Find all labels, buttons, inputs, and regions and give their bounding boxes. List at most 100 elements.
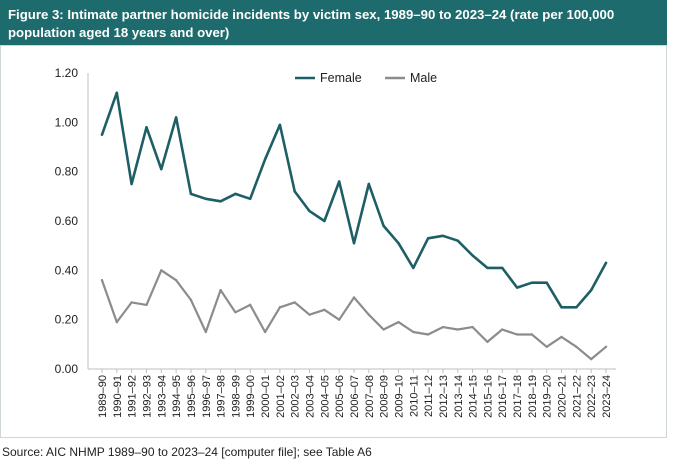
x-tick-label: 2012–13 [438, 375, 450, 418]
data-point-female [545, 281, 548, 284]
data-point-female [323, 219, 326, 223]
data-point-female [382, 224, 385, 228]
data-point-female [501, 266, 504, 270]
figure-title: Figure 3: Intimate partner homicide inci… [0, 0, 667, 45]
x-tick-label: 1991–92 [127, 375, 139, 418]
data-point-female [471, 254, 474, 257]
data-point-female [308, 209, 311, 213]
x-tick-label: 2022–23 [586, 375, 598, 418]
x-tick-label: 2007–08 [364, 375, 376, 418]
x-tick-label: 2001–02 [275, 375, 287, 418]
y-tick-label: 1.20 [55, 66, 79, 80]
data-point-female [530, 281, 534, 284]
data-point-male [382, 328, 385, 331]
x-tick-label: 1989–90 [97, 375, 109, 418]
x-tick-label: 2011–12 [423, 375, 435, 417]
data-point-female [575, 306, 578, 309]
x-tick-label: 2002–03 [290, 375, 302, 418]
data-point-male [293, 301, 296, 304]
data-point-male [560, 335, 563, 339]
x-tick-label: 1999–00 [245, 375, 257, 418]
data-point-male [278, 306, 282, 309]
data-point-male [530, 333, 534, 336]
data-point-female [249, 197, 252, 200]
data-point-female [486, 266, 489, 270]
x-tick-label: 1998–99 [230, 375, 242, 418]
data-point-male [441, 325, 445, 329]
x-tick-label: 2005–06 [334, 375, 346, 418]
data-point-female [160, 168, 163, 171]
data-point-male [397, 320, 400, 324]
x-tick-label: 2003–04 [305, 375, 317, 418]
data-point-male [456, 328, 459, 331]
data-point-male [471, 325, 474, 329]
x-axis: 1989–90 1990–91 1991–92 1992–93 1993–94 1994–… [88, 368, 616, 418]
data-point-male [412, 330, 415, 334]
data-point-male [367, 313, 371, 316]
x-tick-label: 1993–94 [156, 375, 168, 418]
x-tick-label: 2019–20 [542, 375, 554, 418]
data-point-male [234, 311, 237, 314]
data-point-male [515, 333, 519, 336]
y-tick-label: 0.80 [55, 165, 79, 179]
x-tick-label: 2000–01 [260, 375, 272, 418]
data-point-female [145, 126, 148, 129]
y-tick-label: 0.00 [55, 362, 79, 376]
data-point-female [515, 286, 519, 289]
x-tick-label: 2013–14 [453, 375, 465, 418]
data-point-male [575, 345, 578, 348]
x-tick-label: 2023–24 [601, 375, 613, 418]
x-tick-label: 1992–93 [141, 375, 153, 418]
data-point-female [293, 190, 296, 193]
y-axis: 0.00 0.20 0.40 0.60 0.80 1.00 1.20 [55, 66, 89, 376]
x-tick-label: 2020–21 [557, 375, 569, 418]
y-tick-label: 0.40 [55, 263, 79, 277]
x-tick-label: 2015–16 [482, 375, 494, 418]
data-point-female [412, 266, 415, 270]
data-point-male [604, 345, 608, 348]
source-note: Source: AIC NHMP 1989–90 to 2023–24 [com… [2, 445, 372, 459]
data-point-female [337, 180, 341, 183]
x-tick-label: 1997–98 [216, 375, 228, 418]
data-point-female [604, 261, 608, 265]
data-point-female [219, 200, 222, 203]
data-point-male [263, 330, 267, 334]
x-tick-label: 2009–10 [393, 375, 405, 418]
data-point-male [160, 269, 163, 272]
data-point-female [263, 158, 267, 161]
data-point-male [219, 288, 222, 292]
data-point-female [174, 116, 178, 119]
x-tick-label: 2018–19 [527, 375, 539, 418]
x-tick-label: 2014–15 [468, 375, 480, 418]
data-point-female [589, 288, 593, 292]
y-tick-label: 0.60 [55, 214, 79, 228]
legend-label-male: Male [410, 71, 437, 85]
data-point-female [130, 182, 133, 186]
x-tick-label: 2016–17 [497, 375, 509, 418]
data-point-male [337, 318, 341, 321]
data-point-male [130, 301, 133, 304]
data-point-female [456, 239, 459, 242]
data-point-male [589, 357, 593, 361]
data-point-male [204, 330, 207, 334]
data-point-female [426, 237, 430, 240]
x-tick-label: 2006–07 [349, 375, 361, 418]
x-tick-label: 2004–05 [319, 375, 331, 418]
data-point-male [100, 279, 104, 282]
legend-label-female: Female [320, 71, 362, 85]
y-tick-label: 0.20 [55, 313, 79, 327]
data-point-female [278, 123, 282, 127]
line-chart: 0.00 0.20 0.40 0.60 0.80 1.00 1.20 1989–90 1990… [55, 66, 616, 418]
data-point-male [352, 296, 356, 299]
x-tick-label: 1994–95 [171, 375, 183, 418]
x-tick-label: 2008–09 [379, 375, 391, 418]
data-point-female [560, 306, 563, 309]
data-point-female [189, 192, 193, 196]
data-point-male [501, 328, 504, 331]
legend: Female Male [295, 71, 437, 85]
data-point-female [204, 197, 207, 200]
x-tick-label: 1996–97 [201, 375, 213, 418]
data-point-female [441, 234, 445, 237]
x-tick-label: 2021–22 [571, 375, 583, 418]
data-point-male [323, 308, 326, 311]
